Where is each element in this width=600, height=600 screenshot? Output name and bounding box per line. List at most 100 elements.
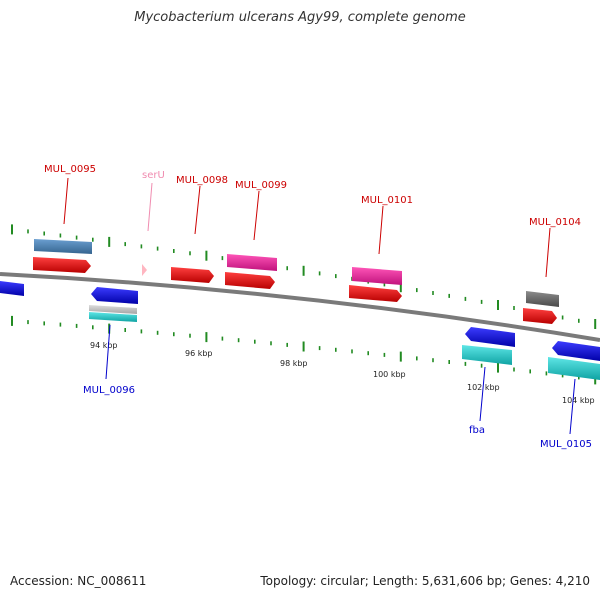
reverse-tick: [140, 329, 143, 334]
reverse-tick: [75, 323, 78, 328]
forward-tick: [561, 315, 564, 320]
forward-tick: [497, 300, 499, 310]
forward-tick: [205, 250, 208, 261]
reverse-tick: [286, 342, 288, 347]
forward-tick: [124, 242, 126, 247]
forward-tick: [302, 265, 305, 276]
forward-tick: [108, 236, 111, 247]
forward-tick: [189, 251, 191, 256]
forward-tick: [11, 224, 13, 235]
feature-fba-class[interactable]: [462, 345, 512, 365]
cds-mul-0105[interactable]: [552, 341, 600, 361]
reverse-tick: [254, 339, 256, 344]
label-fba[interactable]: fba: [469, 425, 485, 436]
forward-tick: [173, 249, 175, 253]
reverse-strand-ticks: [11, 315, 597, 385]
feature-mul-0105-class[interactable]: [548, 357, 600, 380]
leader-mul-0101: [378, 205, 384, 255]
forward-tick: [43, 231, 45, 236]
cds-mul-0095[interactable]: [33, 257, 91, 273]
forward-tick: [383, 282, 386, 287]
leader-mul-0095: [63, 177, 69, 225]
leader-mul-0104: [545, 227, 551, 278]
cds-mul-0098[interactable]: [171, 267, 214, 283]
forward-tick: [594, 319, 597, 329]
forward-tick: [416, 288, 418, 293]
reverse-tick: [11, 315, 13, 326]
reverse-tick: [173, 332, 175, 337]
map-title: Mycobacterium ulcerans Agy99, complete g…: [134, 10, 466, 25]
genome-summary: Topology: circular; Length: 5,631,606 bp…: [260, 574, 590, 588]
trna-seru[interactable]: [142, 264, 147, 276]
cds-mul-0104[interactable]: [523, 308, 557, 324]
leader-fba: [479, 366, 486, 422]
reverse-tick: [221, 336, 224, 341]
cds-fba[interactable]: [465, 327, 515, 347]
forward-tick: [578, 318, 580, 323]
reverse-tick: [335, 347, 337, 352]
forward-tick: [335, 274, 337, 279]
label-mul-0099[interactable]: MUL_0099: [235, 180, 287, 191]
reverse-tick: [513, 367, 515, 372]
reverse-tick: [545, 371, 548, 376]
forward-tick: [59, 233, 62, 238]
scale-label-104: 104 kbp: [562, 396, 595, 405]
label-mul-0098[interactable]: MUL_0098: [176, 175, 228, 186]
forward-tick: [480, 299, 483, 304]
cds-mul-0099[interactable]: [225, 272, 275, 289]
reverse-tick: [156, 330, 159, 335]
forward-tick: [140, 244, 143, 249]
reverse-tick: [302, 341, 305, 352]
scale-label-96: 96 kbp: [185, 349, 213, 358]
reverse-tick: [124, 328, 126, 332]
forward-tick: [75, 235, 78, 240]
forward-tick: [448, 293, 450, 298]
reverse-tick: [237, 338, 240, 343]
reverse-tick: [432, 358, 434, 363]
reverse-tick: [205, 332, 208, 343]
forward-tick: [286, 266, 288, 271]
reverse-tick: [27, 320, 29, 325]
forward-tick: [399, 282, 402, 293]
reverse-tick: [529, 369, 531, 374]
scale-label-94: 94 kbp: [90, 341, 118, 350]
scale-label-98: 98 kbp: [280, 359, 308, 368]
feature-mul-0096-class-b[interactable]: [89, 312, 137, 322]
reverse-tick: [43, 321, 45, 326]
label-mul-0104[interactable]: MUL_0104: [529, 217, 581, 228]
reverse-tick: [448, 360, 450, 364]
reverse-tick: [594, 374, 597, 385]
cds-mul-0101[interactable]: [349, 285, 402, 302]
feature-mul-0095-class[interactable]: [34, 239, 92, 254]
leader-mul-0099: [253, 190, 260, 241]
forward-tick: [156, 246, 159, 251]
label-mul-0095[interactable]: MUL_0095: [44, 164, 96, 175]
reverse-tick: [383, 352, 386, 357]
reverse-tick: [464, 361, 467, 366]
forward-tick: [27, 229, 29, 234]
reverse-tick: [59, 322, 62, 327]
feature-mul-0099-class[interactable]: [227, 254, 277, 271]
genome-backbone: [0, 272, 600, 342]
cds-mul-0096[interactable]: [91, 287, 138, 304]
feature-mul-0101-class[interactable]: [352, 267, 402, 285]
feature-mul-0104-class[interactable]: [526, 291, 559, 307]
reverse-tick: [561, 373, 564, 378]
label-mul-0105[interactable]: MUL_0105: [540, 439, 592, 450]
reverse-tick: [480, 363, 483, 368]
leader-mul-0105: [569, 378, 576, 435]
label-seru[interactable]: serU: [142, 170, 165, 181]
cds-reverse-left-edge[interactable]: [0, 281, 24, 296]
feature-mul-0096-class-a[interactable]: [89, 305, 137, 314]
label-mul-0101[interactable]: MUL_0101: [361, 195, 413, 206]
accession-label: Accession: NC_008611: [10, 574, 147, 588]
reverse-tick: [367, 351, 369, 356]
leader-seru: [147, 182, 153, 232]
forward-tick: [464, 296, 467, 301]
label-mul-0096[interactable]: MUL_0096: [83, 385, 135, 396]
reverse-tick: [189, 333, 191, 338]
reverse-tick: [399, 351, 402, 362]
reverse-tick: [108, 323, 111, 334]
leader-mul-0098: [194, 185, 201, 235]
